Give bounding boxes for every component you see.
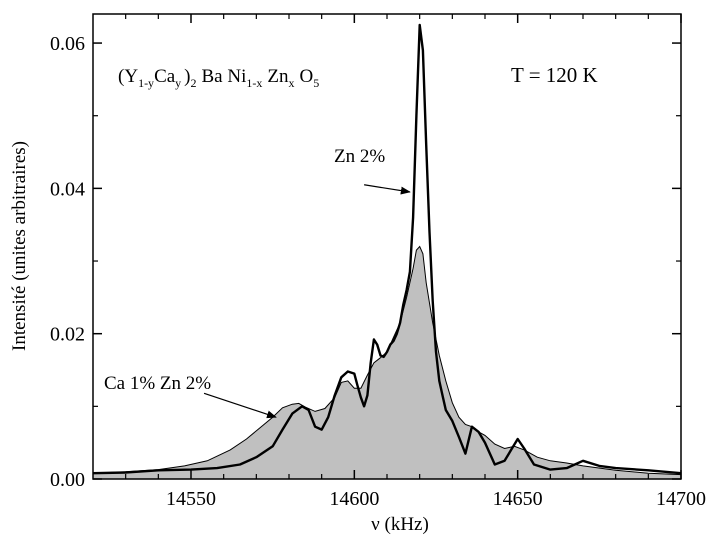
formula-zn-sub: x [288, 76, 294, 90]
zn-series-label: Zn 2% [334, 146, 385, 167]
temperature-annotation: T = 120 K [511, 63, 598, 87]
formula-ca: Ca [154, 66, 176, 87]
annotation-arrow-2 [203, 392, 277, 419]
y-tick-label: 0.00 [50, 469, 85, 491]
formula-y-sub: 1-y [138, 76, 154, 90]
y-tick-label: 0.04 [50, 178, 85, 200]
series-zn-line [92, 23, 682, 475]
y-tick-label: 0.06 [50, 33, 85, 55]
series-layer [92, 23, 682, 480]
formula-y: (Y [118, 66, 138, 87]
formula-close: ) [184, 66, 190, 87]
formula-zn: Zn [267, 66, 289, 87]
y-tick-label: 0.02 [50, 324, 85, 346]
formula-o: O [299, 66, 313, 87]
x-axis-title: ν (kHz) [371, 514, 429, 535]
y-axis-title: Intensité (unites arbitraires) [9, 141, 30, 351]
formula-ni-sub: 1-x [246, 76, 262, 90]
formula-annotation: (Y1-yCay)2 Ba Ni1-x Znx O5 [118, 66, 319, 90]
ca-zn-series-label: Ca 1% Zn 2% [104, 373, 211, 394]
x-tick-label: 14600 [329, 488, 379, 510]
x-tick-label: 14550 [166, 488, 216, 510]
series-ca-zn-filled [92, 245, 682, 480]
x-tick-label: 14700 [656, 488, 706, 510]
formula-ca-sub: y [175, 76, 181, 90]
formula-close-sub: 2 [191, 76, 197, 90]
x-tick-label: 14650 [493, 488, 543, 510]
annotation-arrow-1 [364, 184, 411, 195]
tick-layer: 14550 14600 14650 14700 0.00 0.02 0.04 0.06 [50, 14, 706, 510]
formula-ba: Ba Ni [202, 66, 247, 87]
formula-o-sub: 5 [313, 76, 319, 90]
arrow-layer [203, 184, 411, 419]
